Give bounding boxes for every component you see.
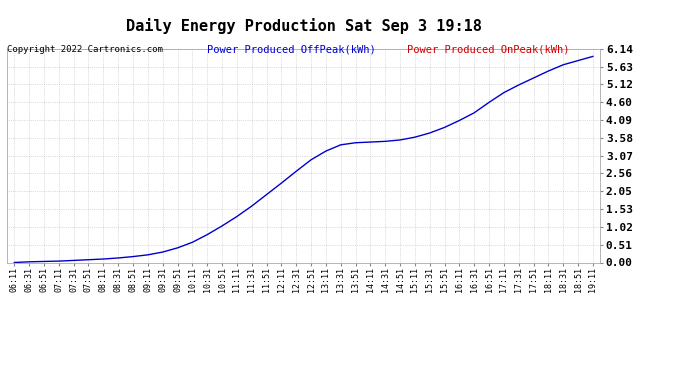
Text: Daily Energy Production Sat Sep 3 19:18: Daily Energy Production Sat Sep 3 19:18 xyxy=(126,18,482,34)
Text: Power Produced OnPeak(kWh): Power Produced OnPeak(kWh) xyxy=(407,45,570,55)
Text: Power Produced OffPeak(kWh): Power Produced OffPeak(kWh) xyxy=(207,45,376,55)
Text: Copyright 2022 Cartronics.com: Copyright 2022 Cartronics.com xyxy=(7,45,163,54)
